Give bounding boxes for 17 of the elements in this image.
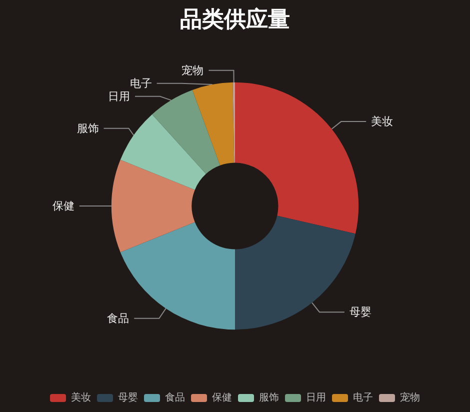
legend-label: 电子 [353, 392, 373, 404]
slice-label: 服饰 [76, 122, 99, 135]
legend-label: 母婴 [118, 392, 138, 404]
slice-label: 保健 [52, 200, 74, 212]
legend-label: 美妆 [71, 392, 91, 404]
chart-title: 品类供应量 [180, 6, 290, 32]
slice-label: 电子 [130, 76, 152, 90]
slice-label: 宠物 [182, 64, 204, 77]
slice-label: 日用 [108, 90, 130, 103]
slice-label: 食品 [107, 312, 130, 325]
legend-label: 日用 [306, 392, 326, 404]
legend-label: 食品 [165, 392, 185, 404]
slice-label: 母婴 [349, 306, 372, 319]
legend-label: 保健 [212, 392, 232, 404]
legend-label: 宠物 [400, 392, 420, 404]
legend-label: 服饰 [259, 392, 279, 404]
slice-label: 美妆 [371, 115, 394, 128]
